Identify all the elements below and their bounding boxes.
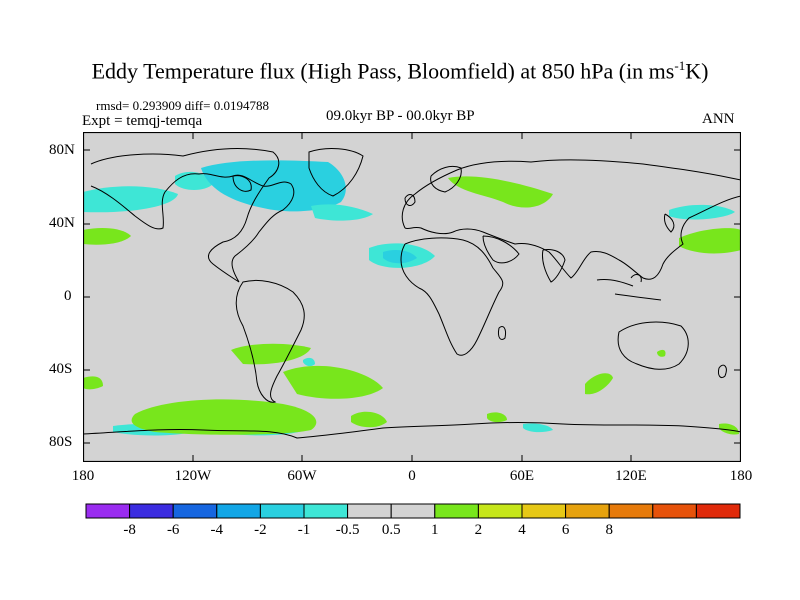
anomaly-patch-green <box>448 176 553 208</box>
world-map <box>83 132 741 462</box>
coastline-greenland <box>308 148 364 197</box>
coastline-europe-asia <box>401 159 741 280</box>
anomaly-patch-cyan <box>201 160 346 212</box>
coastline-india <box>542 249 566 283</box>
colorbar-box <box>565 503 610 519</box>
lat-label-40n: 40N <box>49 215 75 231</box>
coastline-australia <box>617 321 689 370</box>
colorbar-box <box>521 503 567 519</box>
coastline-uk <box>404 194 416 206</box>
coastline-antarctica <box>83 422 741 439</box>
colorbar-box <box>216 503 261 519</box>
colorbar-label: -2 <box>254 522 267 538</box>
anomaly-patch-cyan <box>311 204 373 221</box>
anomaly-patch-cyan <box>83 186 178 213</box>
colorbar-box <box>390 503 436 519</box>
coastline-japan <box>664 213 675 233</box>
colorbar-label: 8 <box>605 522 613 538</box>
colorbar-box <box>347 503 392 519</box>
coastline-scandinavia <box>430 165 462 193</box>
colorbar-label: 1 <box>431 522 439 538</box>
coastline-africa <box>400 237 504 356</box>
coastlines <box>83 148 741 439</box>
experiment-label: Expt = temqj-temqa <box>82 113 203 129</box>
colorbar-box <box>695 503 741 519</box>
anomaly-patch-green <box>83 228 131 245</box>
colorbar-box <box>434 503 479 519</box>
coastline-hudson-bay <box>232 175 252 192</box>
lon-label-60e: 60E <box>509 468 535 484</box>
colorbar-label: -0.5 <box>335 522 360 538</box>
colorbar-label: 4 <box>518 522 526 538</box>
colorbar-label: -4 <box>210 522 224 538</box>
lon-label-60w: 60W <box>287 468 317 484</box>
anomaly-patches <box>83 160 741 436</box>
coastline-north-america <box>90 148 295 283</box>
coastline-arabia <box>482 235 520 264</box>
season-label: ANN <box>702 111 735 127</box>
anomaly-patch-green <box>351 411 387 428</box>
colorbar-box <box>259 503 305 519</box>
anomaly-patch-cyan <box>383 250 417 264</box>
anomaly-patch-green <box>283 365 383 399</box>
coastline-south-america <box>235 279 305 403</box>
colorbar-box <box>172 503 218 519</box>
coastline-new-zealand <box>718 364 727 379</box>
colorbar-label: 6 <box>561 522 570 538</box>
colorbar-label: -6 <box>166 522 180 538</box>
stats-text: rmsd= 0.293909 diff= 0.0194788 <box>96 98 269 113</box>
anomaly-patch-cyan <box>175 171 213 190</box>
anomaly-patch-green <box>679 228 741 254</box>
colorbar-label: -8 <box>123 522 136 538</box>
lon-label-0: 0 <box>408 468 416 484</box>
colorbar-label: 0.5 <box>381 522 401 538</box>
colorbar-box <box>477 503 523 519</box>
colorbar-box <box>129 503 174 519</box>
colorbar-box <box>303 503 349 519</box>
lon-label-120e: 120E <box>615 468 647 484</box>
lon-label-180e: 180 <box>729 468 753 484</box>
colorbar-box <box>608 503 654 519</box>
colorbar-label: 2 <box>474 522 483 538</box>
anomaly-patch-green <box>657 349 666 357</box>
lon-label-180w: 180 <box>71 468 95 484</box>
colorbar-label: -1 <box>297 522 311 538</box>
lat-label-80n: 80N <box>49 142 75 158</box>
anomaly-patch-green <box>585 373 613 395</box>
coastline-southeast-asia-islands <box>596 274 662 301</box>
coastline-madagascar <box>498 325 506 341</box>
anomaly-patch-green <box>719 423 739 435</box>
anomaly-patch-green <box>83 376 103 390</box>
lat-label-40s: 40S <box>49 361 73 377</box>
colorbar-box <box>652 503 697 519</box>
map-ticks <box>83 132 741 462</box>
anomaly-patch-green <box>487 412 507 423</box>
colorbar-box <box>85 503 131 519</box>
lon-label-120w: 120W <box>174 468 212 484</box>
anomaly-patch-green <box>131 399 317 435</box>
anomaly-patch-cyan <box>303 357 315 367</box>
lat-label-0: 0 <box>64 288 72 304</box>
colorbar <box>85 503 741 519</box>
lat-label-80s: 80S <box>49 434 73 450</box>
chart-title: Eddy Temperature flux (High Pass, Bloomf… <box>91 58 709 84</box>
anomaly-patch-cyan <box>523 423 553 433</box>
period-label: 09.0kyr BP - 00.0kyr BP <box>326 108 475 124</box>
